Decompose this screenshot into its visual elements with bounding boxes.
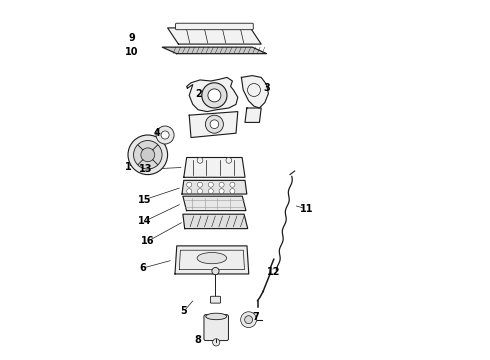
- Text: 11: 11: [299, 204, 313, 214]
- Circle shape: [230, 182, 235, 187]
- Ellipse shape: [197, 252, 227, 264]
- Polygon shape: [242, 76, 269, 108]
- Polygon shape: [245, 108, 261, 122]
- Circle shape: [212, 267, 219, 275]
- Text: 9: 9: [128, 33, 135, 43]
- Text: 15: 15: [138, 195, 151, 205]
- Text: 8: 8: [195, 335, 202, 345]
- Circle shape: [197, 189, 202, 194]
- Polygon shape: [184, 158, 245, 177]
- Circle shape: [230, 189, 235, 194]
- Circle shape: [208, 189, 213, 194]
- Text: 5: 5: [180, 306, 187, 316]
- Circle shape: [187, 182, 192, 187]
- Polygon shape: [189, 112, 238, 138]
- FancyBboxPatch shape: [175, 23, 253, 30]
- Polygon shape: [187, 77, 238, 112]
- Circle shape: [219, 189, 224, 194]
- Polygon shape: [183, 214, 248, 229]
- Polygon shape: [168, 28, 261, 44]
- Text: 4: 4: [153, 128, 160, 138]
- Circle shape: [245, 316, 252, 324]
- FancyBboxPatch shape: [204, 315, 228, 341]
- Text: 3: 3: [263, 83, 270, 93]
- Circle shape: [202, 83, 227, 108]
- Circle shape: [226, 158, 232, 163]
- Polygon shape: [175, 246, 249, 274]
- Circle shape: [197, 182, 202, 187]
- Circle shape: [197, 158, 203, 163]
- Text: 16: 16: [141, 236, 154, 246]
- Text: 7: 7: [252, 312, 259, 322]
- Polygon shape: [182, 180, 247, 194]
- Circle shape: [208, 182, 213, 187]
- Text: 1: 1: [124, 162, 131, 172]
- Circle shape: [156, 126, 174, 144]
- Text: 12: 12: [267, 267, 281, 277]
- Circle shape: [205, 115, 223, 133]
- Circle shape: [208, 89, 221, 102]
- Ellipse shape: [206, 313, 227, 320]
- Text: 10: 10: [125, 47, 138, 57]
- Text: 2: 2: [195, 89, 201, 99]
- Text: 6: 6: [139, 263, 146, 273]
- Circle shape: [210, 120, 219, 129]
- Circle shape: [219, 182, 224, 187]
- Text: 13: 13: [139, 164, 153, 174]
- Circle shape: [128, 135, 168, 175]
- Polygon shape: [183, 196, 246, 211]
- Circle shape: [161, 131, 169, 139]
- Circle shape: [141, 148, 155, 162]
- Polygon shape: [162, 47, 267, 54]
- Circle shape: [241, 312, 257, 328]
- FancyBboxPatch shape: [210, 296, 221, 303]
- Circle shape: [134, 140, 162, 169]
- Text: 14: 14: [138, 216, 151, 226]
- Circle shape: [213, 339, 220, 346]
- Circle shape: [187, 189, 192, 194]
